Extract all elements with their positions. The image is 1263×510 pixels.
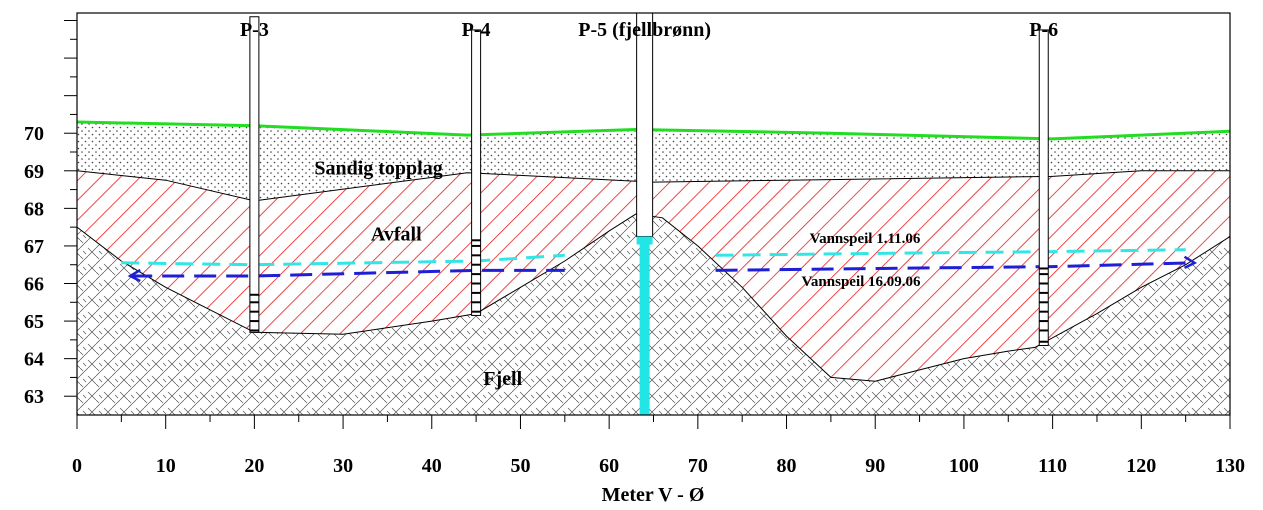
y-tick-label: 70 (24, 123, 44, 145)
well-open-hole-p5 (639, 236, 650, 415)
tick-marks (64, 20, 1231, 429)
layer-label-sandig-topplag: Sandig topplag (314, 158, 442, 180)
layer-label-avfall: Avfall (371, 223, 422, 245)
well-water-marker-p5 (636, 236, 653, 245)
well-label-p-6: P-6 (1029, 19, 1058, 41)
x-tick-label: 0 (72, 455, 82, 477)
y-tick-label: 65 (24, 311, 44, 333)
water-level-lines (121, 248, 1198, 283)
y-tick-label: 64 (24, 349, 44, 371)
x-axis-title: Meter V - Ø (602, 484, 705, 506)
well-casing-p5 (636, 13, 654, 238)
x-tick-label: 20 (244, 455, 264, 477)
topplag-base-line (77, 170, 1230, 202)
water-level-line-1-11-06-west (121, 253, 565, 267)
y-tick-label: 66 (24, 274, 44, 296)
layer-labels: Sandig topplag Avfall Fjell (314, 158, 522, 390)
water-level-labels: Vannspeil 1.11.06 Vannspeil 16.09.06 (801, 231, 921, 290)
x-tick-label: 30 (333, 455, 353, 477)
x-tick-label: 70 (688, 455, 708, 477)
avfall-layer (77, 170, 1230, 382)
water-level-line-1-11-06-east (715, 248, 1186, 257)
x-tick-label: 130 (1215, 455, 1245, 477)
well-label-p-3: P-3 (240, 19, 269, 41)
well-label-p-4: P-4 (462, 19, 491, 41)
well-pipe-p-3 (249, 16, 260, 333)
x-tick-label: 10 (156, 455, 176, 477)
x-tick-label: 90 (865, 455, 885, 477)
x-tick-label: 80 (777, 455, 797, 477)
wells-group (249, 13, 1049, 415)
arrowhead-west (127, 268, 141, 283)
y-tick-label: 69 (24, 161, 44, 183)
well-labels: P-3 P-4 P-5 (fjellbrønn) P-6 (240, 19, 1058, 41)
x-tick-label: 110 (1038, 455, 1067, 477)
well-label-p-5: P-5 (fjellbrønn) (578, 19, 711, 41)
water-label-16-09-06: Vannspeil 16.09.06 (801, 274, 921, 290)
water-level-line-16-09-06-west (130, 268, 565, 278)
x-tick-label: 40 (422, 455, 442, 477)
arrowhead-east (1183, 255, 1198, 269)
layer-label-fjell: Fjell (483, 368, 522, 390)
well-pipe-p-4 (471, 29, 482, 316)
tick-labels: 0 10 20 30 40 50 60 70 80 90 100 110 120 130 63 64 65 66 6… (24, 123, 1245, 477)
x-tick-label: 100 (949, 455, 979, 477)
well-pipe-p-6 (1038, 29, 1049, 346)
bedrock-surface-line (77, 213, 1230, 382)
water-label-1-11-06: Vannspeil 1.11.06 (810, 231, 921, 247)
sandig-topplag-layer (77, 122, 1230, 201)
x-tick-label: 120 (1126, 455, 1156, 477)
x-tick-label: 50 (510, 455, 530, 477)
x-tick-label: 60 (599, 455, 619, 477)
water-level-line-16-09-06-east (715, 261, 1195, 272)
y-tick-label: 67 (24, 236, 44, 258)
y-tick-label: 68 (24, 198, 44, 220)
y-tick-label: 63 (24, 386, 44, 408)
